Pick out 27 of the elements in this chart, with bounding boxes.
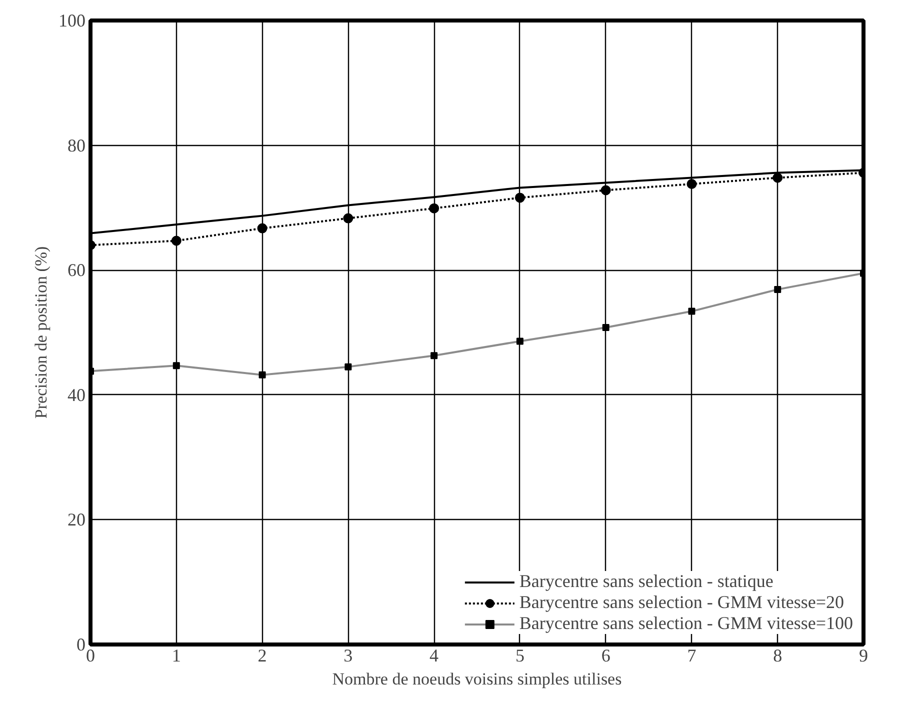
legend-label: Barycentre sans selection - statique — [519, 571, 774, 592]
y-tick-label: 60 — [68, 260, 86, 280]
x-tick-label: 7 — [687, 646, 696, 666]
y-tick-label: 100 — [58, 10, 86, 30]
x-tick-label: 3 — [344, 646, 353, 666]
x-tick-label: 8 — [773, 646, 782, 666]
point — [171, 236, 182, 246]
legend-label: Barycentre sans selection - GMM vitesse=100 — [519, 613, 853, 634]
y-tick-label: 40 — [68, 384, 86, 405]
point — [600, 185, 611, 196]
point — [429, 203, 440, 214]
x-tick-label: 4 — [430, 646, 439, 666]
y-axis-title: Precision de position (%) — [32, 246, 50, 419]
x-tick-label: 2 — [258, 646, 267, 666]
legend-label: Barycentre sans selection - GMM vitesse=20 — [519, 592, 844, 613]
x-tick-label: 9 — [859, 646, 868, 666]
point — [514, 192, 525, 203]
point — [343, 213, 354, 224]
point — [772, 172, 783, 183]
point — [257, 223, 268, 234]
y-tick-label: 20 — [68, 510, 86, 530]
x-axis-title: Nombre de noeuds voisins simples utilises — [332, 670, 622, 688]
x-tick-label: 1 — [172, 646, 181, 666]
y-tick-label: 80 — [68, 135, 86, 156]
x-tick-label: 6 — [601, 646, 610, 666]
point — [686, 178, 697, 189]
x-tick-label: 5 — [515, 646, 524, 666]
